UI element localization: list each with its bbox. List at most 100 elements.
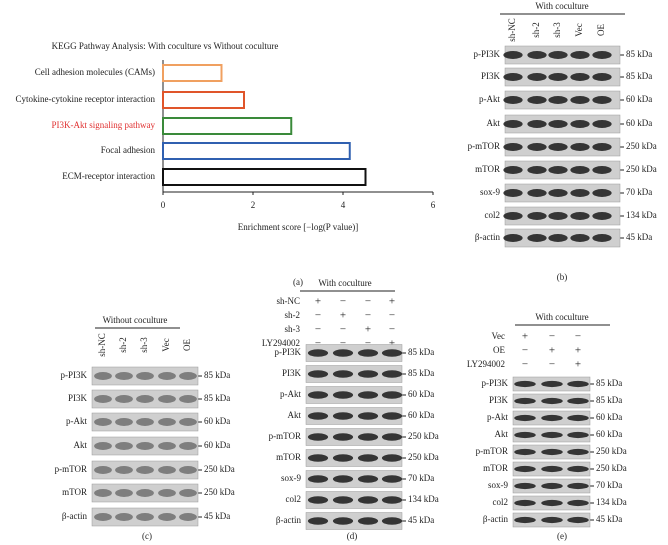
panel-header: With coculture [535, 1, 588, 11]
blot-band [541, 431, 563, 439]
blot-band [514, 397, 536, 405]
blot-band [381, 517, 403, 525]
blot-band [136, 489, 154, 497]
bar [162, 117, 293, 135]
size-label: 85 kDa [626, 71, 652, 81]
condition-sign: − [549, 359, 555, 371]
blot-strip [91, 412, 199, 432]
blot-band [541, 448, 563, 456]
blot-band [592, 120, 612, 128]
blot-band [158, 372, 176, 380]
size-label: 60 kDa [626, 94, 652, 104]
size-label: 60 kDa [204, 416, 230, 426]
blot-band [514, 431, 536, 439]
blot-band [381, 496, 403, 504]
x-tick-label: 6 [431, 200, 436, 210]
lane-label: sh-NC [507, 18, 517, 42]
protein-label: p-PI3K [61, 370, 88, 380]
size-label: 85 kDa [204, 393, 230, 403]
blot-band [592, 51, 612, 59]
blot-band [115, 466, 133, 474]
panel-header: With coculture [318, 278, 371, 288]
blot-band [503, 143, 523, 151]
blot-band [332, 412, 354, 420]
blot-band [514, 380, 536, 388]
protein-label: p-Akt [280, 389, 301, 399]
size-label: 60 kDa [408, 410, 434, 420]
size-label: 45 kDa [204, 511, 230, 521]
blot-band [94, 513, 112, 521]
blot-band [570, 234, 590, 242]
blot-band [527, 143, 547, 151]
blot-band [527, 166, 547, 174]
protein-label: β-actin [276, 515, 302, 525]
condition-sign: − [315, 338, 321, 350]
blot-band [548, 166, 568, 174]
blot-band [570, 189, 590, 197]
blot-band [567, 380, 589, 388]
blot-band [527, 73, 547, 81]
blot-band [541, 397, 563, 405]
blot-band [548, 234, 568, 242]
blot-band [381, 370, 403, 378]
condition-sign: + [315, 296, 321, 308]
blot-band [503, 96, 523, 104]
condition-sign: − [389, 310, 395, 322]
protein-label: p-mTOR [476, 446, 508, 456]
condition-sign: + [522, 331, 528, 343]
size-label: 134 kDa [596, 497, 627, 507]
condition-sign: − [315, 324, 321, 336]
blot-band [307, 496, 329, 504]
blot-band [179, 489, 197, 497]
blot-strip [91, 366, 199, 386]
protein-label: col2 [493, 497, 509, 507]
bar [162, 142, 351, 160]
panel-label: (c) [142, 531, 152, 541]
blot-band [548, 212, 568, 220]
blot-band [592, 166, 612, 174]
x-axis-label: Enrichment score [−log(P value)] [238, 222, 358, 232]
lane-label: sh-NC [97, 333, 107, 357]
lane-label: sh-3 [139, 337, 149, 353]
blot-band [357, 496, 379, 504]
category-label: Cell adhesion molecules (CAMs) [35, 67, 155, 77]
blot-band [136, 418, 154, 426]
blot-band [357, 412, 379, 420]
category-label: Focal adhesion [101, 145, 156, 155]
blot-band [592, 234, 612, 242]
protein-label: mTOR [483, 463, 508, 473]
lane-label: Vec [574, 23, 584, 37]
blot-band [357, 349, 379, 357]
panel-header: Without coculture [103, 315, 168, 325]
size-label: 60 kDa [408, 389, 434, 399]
blot-band [332, 391, 354, 399]
panel-header: With coculture [535, 312, 588, 322]
blot-band [548, 51, 568, 59]
panel-label: (d) [347, 531, 358, 541]
blot-band [381, 412, 403, 420]
blot-band [179, 513, 197, 521]
blot-band [592, 96, 612, 104]
condition-sign: − [549, 331, 555, 343]
blot-band [514, 499, 536, 507]
blot-band [158, 418, 176, 426]
condition-sign: + [340, 310, 346, 322]
blot-band [94, 372, 112, 380]
protein-label: col2 [286, 494, 302, 504]
blot-band [548, 120, 568, 128]
size-label: 250 kDa [626, 164, 657, 174]
blot-band [115, 372, 133, 380]
blot-band [179, 466, 197, 474]
condition-sign: − [340, 324, 346, 336]
size-label: 85 kDa [204, 370, 230, 380]
blot-band [503, 189, 523, 197]
protein-label: β-actin [62, 511, 88, 521]
protein-label: p-mTOR [55, 464, 87, 474]
blot-band [503, 234, 523, 242]
condition-label: LY294002 [262, 338, 300, 348]
blot-band [115, 513, 133, 521]
blot-band [592, 143, 612, 151]
blot-band [136, 466, 154, 474]
protein-label: p-PI3K [474, 49, 501, 59]
condition-sign: + [389, 338, 395, 350]
